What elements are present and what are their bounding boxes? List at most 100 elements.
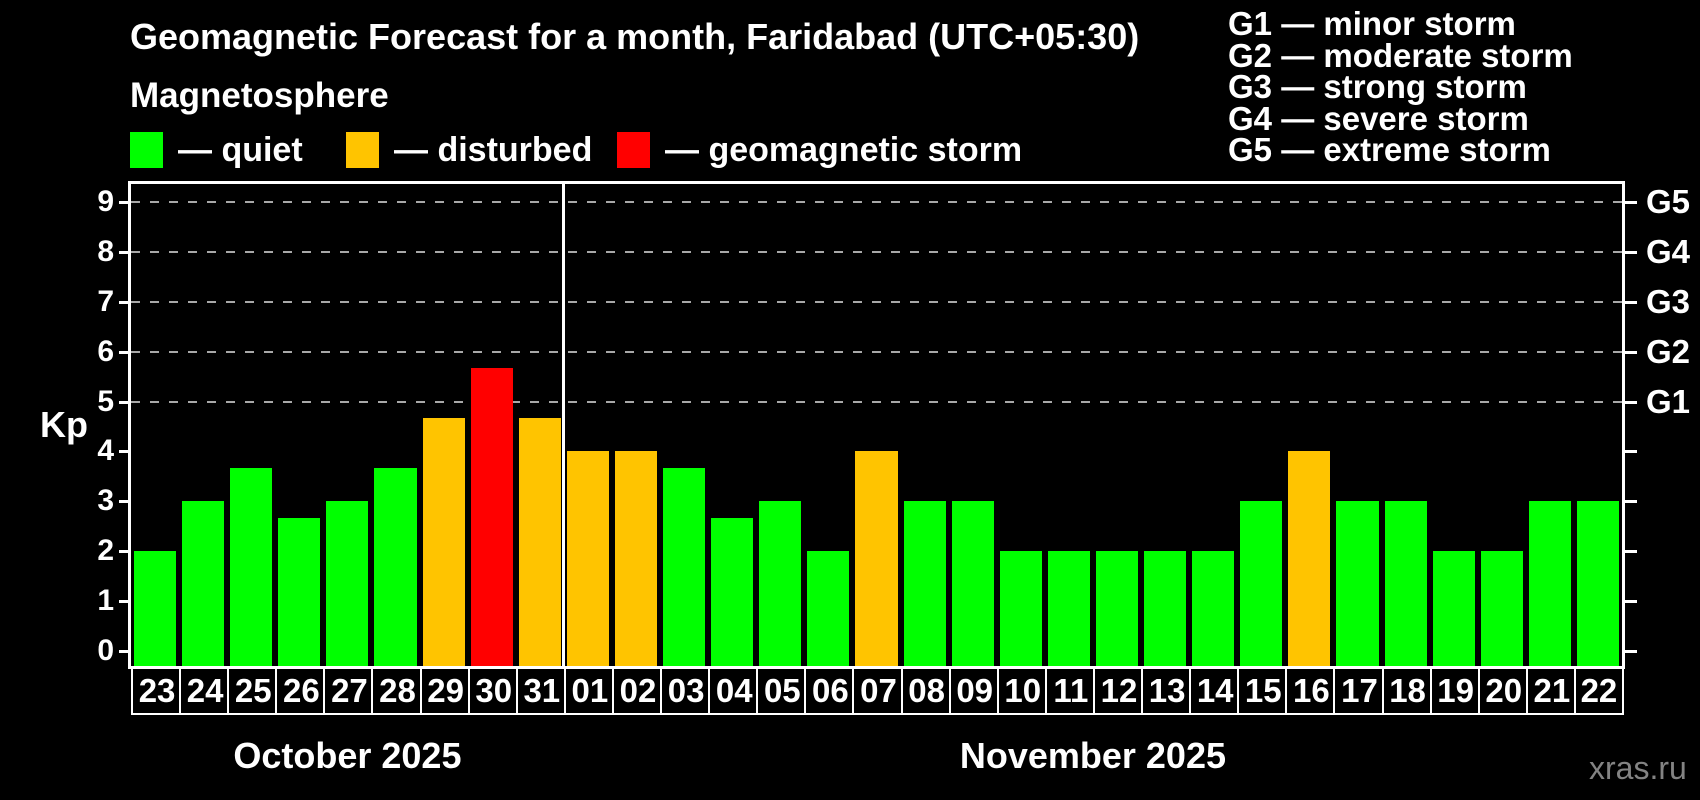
- right-axis-label-g2: G2: [1646, 332, 1691, 370]
- kp-bar-29: [422, 418, 465, 666]
- y-axis-tick-label-4: 4: [97, 434, 114, 468]
- kp-bar-25: [230, 467, 273, 666]
- y-axis-tick-8: [119, 250, 131, 254]
- day-label-19: 19: [1429, 667, 1480, 715]
- day-label-29: 29: [419, 667, 470, 715]
- y-axis-tick-label-1: 1: [97, 584, 114, 618]
- right-axis-tick-2: [1625, 550, 1637, 554]
- day-label-23: 23: [131, 667, 182, 715]
- right-axis-label-g5: G5: [1646, 183, 1691, 220]
- y-axis-tick-label-9: 9: [97, 185, 114, 218]
- month-label-0: October 2025: [233, 735, 462, 776]
- day-label-15: 15: [1237, 667, 1288, 715]
- day-label-20: 20: [1477, 667, 1528, 715]
- legend-label-disturbed: — disturbed: [394, 130, 593, 169]
- day-label-22: 22: [1573, 667, 1624, 715]
- kp-bar-20: [1480, 551, 1523, 666]
- kp-bar-04: [711, 517, 754, 666]
- day-label-13: 13: [1141, 667, 1192, 715]
- y-axis-tick-3: [119, 500, 131, 504]
- storm-color-swatch: [617, 132, 650, 168]
- day-label-01: 01: [563, 667, 614, 715]
- kp-bar-12: [1095, 551, 1139, 666]
- day-label-07: 07: [852, 667, 903, 715]
- legend-label-storm: — geomagnetic storm: [665, 130, 1023, 169]
- kp-bar-07: [855, 451, 898, 666]
- y-axis-tick-label-3: 3: [97, 484, 114, 518]
- gridline-kp9: [131, 201, 1622, 203]
- legend-item-quiet: — quiet: [130, 130, 303, 170]
- storm-scale-g3: G3 — strong storm: [1228, 68, 1527, 105]
- kp-bar-10: [999, 551, 1042, 666]
- day-label-10: 10: [996, 667, 1047, 715]
- day-label-09: 09: [948, 667, 999, 715]
- day-label-27: 27: [323, 667, 374, 715]
- day-label-31: 31: [515, 667, 566, 715]
- day-label-12: 12: [1092, 667, 1144, 715]
- storm-scale-g2: G2 — moderate storm: [1228, 36, 1573, 74]
- day-label-25: 25: [227, 667, 278, 715]
- day-label-30: 30: [467, 667, 518, 715]
- day-label-05: 05: [756, 667, 807, 715]
- y-axis-tick-label-6: 6: [97, 334, 114, 368]
- chart-subtitle: Magnetosphere: [130, 76, 389, 115]
- kp-bar-11: [1047, 551, 1090, 666]
- kp-bar-18: [1384, 501, 1427, 666]
- kp-bar-19: [1432, 551, 1475, 666]
- legend-item-disturbed: — disturbed: [346, 130, 592, 170]
- watermark: xras.ru: [1589, 750, 1687, 786]
- kp-bar-28: [374, 467, 417, 666]
- month-separator: [562, 184, 566, 666]
- right-axis-tick-3: [1625, 500, 1637, 504]
- y-axis-tick-9: [119, 201, 131, 204]
- page-title: Geomagnetic Forecast for a month, Farida…: [130, 16, 1140, 57]
- kp-bar-06: [807, 551, 850, 666]
- right-axis-label-g4: G4: [1646, 232, 1691, 270]
- right-axis-tick-1: [1625, 600, 1637, 604]
- y-axis-tick-label-5: 5: [97, 384, 114, 418]
- plot-area: [128, 181, 1625, 669]
- kp-bar-27: [326, 501, 369, 666]
- day-label-21: 21: [1525, 667, 1576, 715]
- day-label-04: 04: [708, 667, 759, 715]
- storm-scale-g1: G1 — minor storm: [1228, 5, 1516, 42]
- day-label-18: 18: [1381, 667, 1432, 715]
- right-axis-label-g1: G1: [1646, 382, 1691, 420]
- y-axis-tick-label-7: 7: [97, 284, 114, 318]
- right-axis-tick-0: [1625, 650, 1637, 653]
- kp-bar-21: [1528, 501, 1571, 666]
- right-axis-label-g3: G3: [1646, 282, 1691, 320]
- right-axis-tick-9: [1625, 201, 1637, 204]
- kp-bar-24: [182, 501, 225, 666]
- kp-bar-30: [470, 368, 513, 666]
- kp-bar-26: [278, 517, 321, 666]
- day-label-26: 26: [275, 667, 326, 715]
- kp-bar-22: [1576, 501, 1619, 666]
- kp-bar-02: [614, 451, 658, 666]
- kp-bar-13: [1144, 551, 1187, 666]
- gridline-kp6: [131, 350, 1622, 353]
- gridline-kp5: [131, 400, 1622, 403]
- kp-bar-08: [903, 501, 946, 666]
- day-label-08: 08: [900, 667, 951, 715]
- kp-bar-05: [759, 501, 802, 666]
- month-label-1: November 2025: [959, 735, 1226, 776]
- kp-bar-23: [134, 551, 177, 666]
- legend-label-quiet: — quiet: [178, 130, 303, 169]
- y-axis-tick-label-2: 2: [97, 534, 114, 568]
- storm-scale-g4: G4 — severe storm: [1228, 99, 1529, 137]
- y-axis-tick-7: [119, 300, 131, 304]
- y-axis-tick-label-0: 0: [97, 634, 114, 667]
- kp-bar-01: [566, 451, 609, 666]
- storm-scale-g5: G5 — extreme storm: [1228, 131, 1551, 168]
- kp-bar-16: [1288, 451, 1331, 666]
- day-label-06: 06: [804, 667, 855, 715]
- kp-bar-31: [518, 418, 561, 666]
- y-axis-tick-6: [119, 350, 131, 354]
- kp-bar-09: [951, 501, 994, 666]
- right-axis-tick-5: [1625, 400, 1637, 404]
- y-axis-label: Kp: [40, 404, 88, 445]
- y-axis-tick-5: [119, 400, 131, 404]
- day-label-11: 11: [1044, 667, 1095, 715]
